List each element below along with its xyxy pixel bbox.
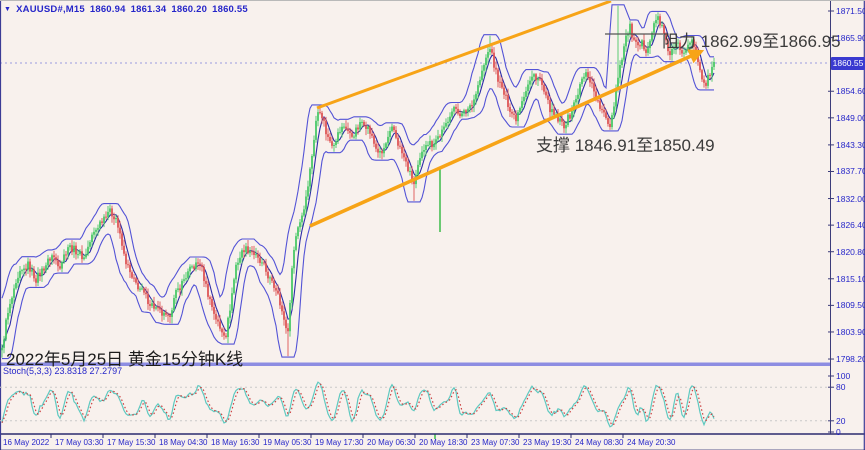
price-axis-label: 1798.20 [836, 354, 865, 365]
price-axis-label: 1809.50 [836, 300, 865, 311]
stoch-main-line [1, 381, 715, 428]
time-axis-label: 24 May 08:30 [575, 438, 624, 447]
price-axis-label: 1854.60 [836, 86, 865, 97]
chart-date-caption: 2022年5月25日 黄金15分钟K线 [6, 350, 244, 369]
symbol-dropdown-icon[interactable]: ▼ [4, 6, 12, 13]
stoch-scale-label: 20 [836, 415, 846, 426]
price-axis-label: 1815.10 [836, 273, 865, 284]
price-axis-label: 1826.40 [836, 220, 865, 231]
time-axis-label: 18 May 04:30 [159, 438, 208, 447]
price-axis-label: 1871.50 [836, 6, 865, 16]
candles-layer [1, 5, 715, 358]
time-axis-label: 19 May 05:30 [263, 438, 312, 447]
trend-channel-layer[interactable] [309, 1, 705, 228]
time-axis-label: 17 May 15:30 [107, 438, 156, 447]
price-axis-label: 1849.00 [836, 112, 865, 123]
price-axis-label: 1865.90 [836, 32, 865, 43]
time-axis-label: 20 May 06:30 [367, 438, 416, 447]
stoch-scale-label: 0 [836, 427, 841, 437]
time-axis-label: 20 May 18:30 [419, 438, 468, 447]
pane-separator[interactable] [0, 362, 830, 367]
lower-band-line [2, 53, 714, 360]
stoch-scale-label: 80 [836, 382, 846, 393]
stochastic-layer [1, 381, 715, 428]
price-axis-label: 1843.30 [836, 139, 865, 150]
symbol-title: XAUUSD#,M15 [16, 4, 85, 15]
support-annotation[interactable]: 支撑 1846.91至1850.49 [536, 136, 715, 155]
price-axis-label: 1837.70 [836, 166, 865, 177]
time-axis-label: 23 May 07:30 [471, 438, 520, 447]
time-axis-label: 19 May 17:30 [315, 438, 364, 447]
time-axis-label: 24 May 20:30 [627, 438, 676, 447]
stochastic-indicator-label: Stoch(5,3,3) 23.8318 27.2797 [3, 366, 123, 376]
time-axis-label: 18 May 16:30 [211, 438, 260, 447]
time-axis-label: 17 May 03:30 [55, 438, 104, 447]
upper-band-line [1, 4, 714, 299]
ohlc-close-value: 1860.55 [212, 4, 248, 15]
symbol-ohlc-header: ▼ XAUUSD#,M15 1860.94 1861.34 1860.20 18… [4, 4, 248, 15]
ohlc-low-value: 1860.20 [171, 4, 208, 15]
channel-upper-trendline[interactable] [316, 1, 612, 110]
channel-lower-arrow[interactable] [309, 49, 705, 228]
resistance-annotation[interactable]: 阻力 1862.99至1866.95 [662, 32, 841, 51]
current-price-badge: 1860.55 [831, 57, 865, 70]
time-axis-label: 23 May 19:30 [523, 438, 572, 447]
ohlc-open-value: 1860.94 [89, 4, 126, 15]
stoch-scale-label: 100 [836, 371, 851, 381]
stoch-signal-line [1, 383, 715, 426]
time-axis-label: 16 May 2022 [3, 438, 50, 447]
band-lines-layer [1, 4, 715, 360]
price-axis-label: 1832.00 [836, 193, 865, 204]
price-axis-label: 1820.80 [836, 246, 865, 257]
price-axis-label: 1803.90 [836, 326, 865, 337]
ohlc-high-value: 1861.34 [130, 4, 167, 15]
